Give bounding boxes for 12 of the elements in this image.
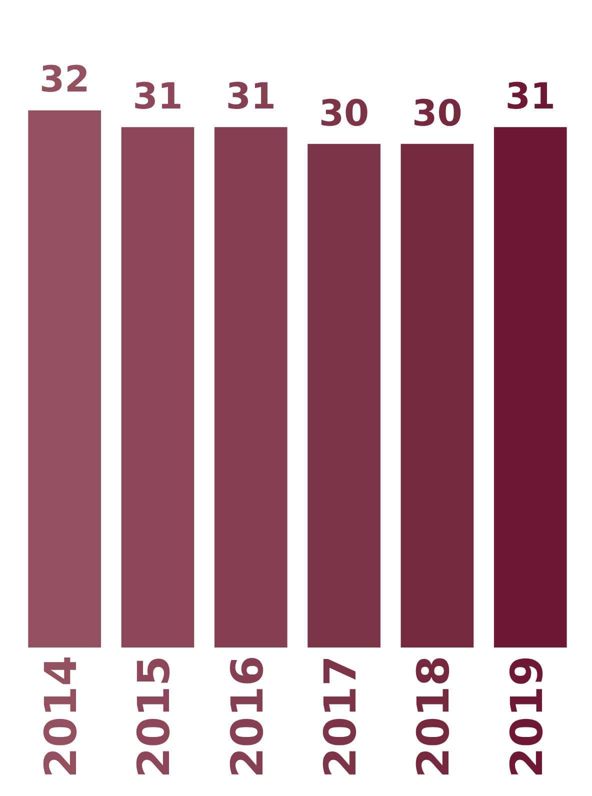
- x-tick-label: 2016: [222, 656, 274, 778]
- x-tick-label: 2015: [129, 656, 180, 778]
- data-label: 30: [318, 93, 370, 134]
- data-label: 30: [412, 93, 462, 134]
- x-tick-label: 2019: [502, 656, 553, 778]
- data-label: 32: [40, 60, 90, 101]
- data-label: 31: [132, 76, 183, 118]
- x-tick-label: 2017: [315, 656, 366, 778]
- x-tick-label: 2014: [36, 656, 88, 778]
- data-label: 31: [226, 76, 276, 118]
- data-label: 31: [505, 76, 556, 118]
- x-tick-label: 2018: [408, 656, 460, 778]
